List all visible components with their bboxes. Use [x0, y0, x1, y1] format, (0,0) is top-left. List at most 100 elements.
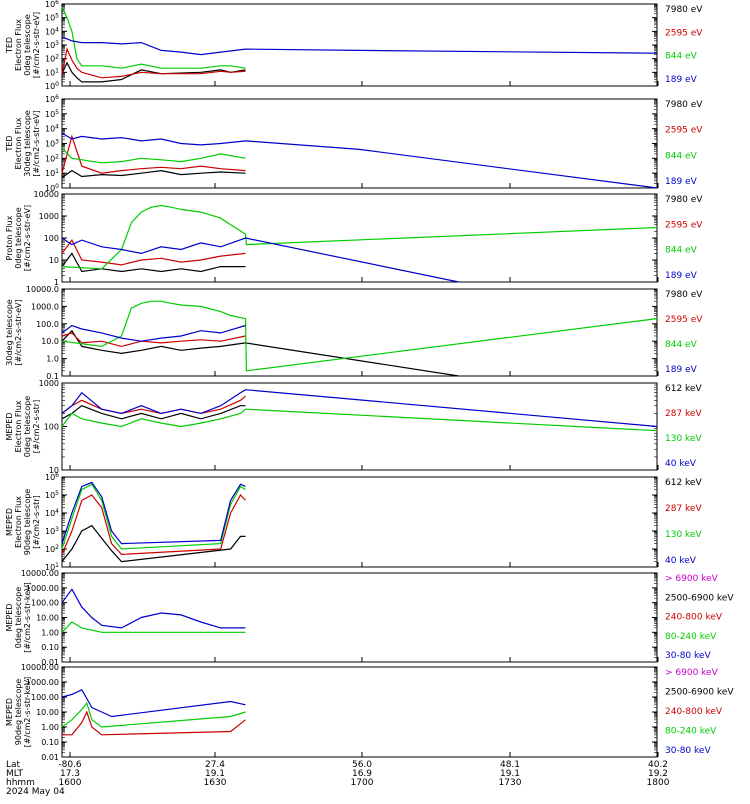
y-tick-label: 1.00: [41, 723, 59, 732]
legend-label: 2595 eV: [665, 315, 703, 325]
y-tick-label: 104: [45, 26, 59, 37]
legend-label: 844 eV: [665, 340, 698, 350]
y-tick-label: 10000.00: [21, 569, 59, 578]
series-line-green: [61, 300, 658, 372]
y-tick-label: 1000: [39, 212, 59, 221]
panel-1: 100 101 102 103 104 105 106 TEDElectron Flux0de…: [5, 0, 703, 91]
y-tick-label: 0.10: [41, 738, 59, 747]
series-line-red: [61, 395, 246, 415]
x-tick-label: 40.2: [648, 760, 668, 770]
legend-label: 30-80 keV: [665, 651, 711, 661]
y-tick-label: 100: [45, 183, 59, 194]
y-tick-label: 103: [45, 40, 59, 51]
date-label: 2024 May 04: [6, 787, 65, 797]
panel-8: 0.01 0.10 1.00 10.00 100.00 1000.00 10000.00 ME…: [5, 663, 734, 762]
panel-5: 10 100 1000 MEPEDElectron Flux0deg telescop…: [5, 379, 702, 475]
y-tick-label: 105: [45, 108, 59, 119]
legend-label: 2595 eV: [665, 126, 703, 136]
legend-label: 7980 eV: [665, 290, 703, 300]
series-line-black: [61, 524, 246, 563]
legend-label: 189 eV: [665, 177, 698, 187]
y-tick-label: 10000.00: [21, 663, 59, 672]
y-axis-label: 30deg telescope[#/cm2-s-str-eV]: [5, 299, 23, 366]
y-tick-label: 1000.00: [26, 584, 59, 593]
series-line-blue: [61, 324, 246, 342]
x-tick-label: 1630: [204, 778, 227, 788]
legend-label: 189 eV: [665, 271, 698, 281]
legend-label: 7980 eV: [665, 100, 703, 110]
panel-7: 0.01 0.10 1.00 10.00 100.00 1000.00 10000.00 ME…: [5, 569, 734, 667]
series-line-green: [61, 6, 246, 69]
series-line-blue: [61, 237, 459, 283]
y-tick-label: 102: [45, 53, 59, 64]
legend-label: > 6900 keV: [665, 668, 719, 678]
y-tick-label: 100: [44, 234, 59, 243]
y-tick-label: 106: [45, 94, 59, 105]
y-tick-label: 106: [45, 0, 59, 9]
x-tick-label: 16.9: [352, 769, 372, 779]
y-tick-label: 104: [45, 508, 59, 519]
y-tick-label: 1.00: [41, 628, 59, 637]
x-tick-label: 48.1: [500, 760, 520, 770]
legend-label: 844 eV: [665, 52, 698, 62]
series-line-green: [61, 147, 246, 164]
y-tick-label: 1000.0: [31, 302, 59, 311]
y-tick-label: 103: [45, 138, 59, 149]
series-line-green: [61, 483, 246, 550]
series-line-black: [61, 61, 246, 83]
y-tick-label: 101: [45, 67, 59, 78]
legend-label: 7980 eV: [665, 5, 703, 15]
series-line-blue: [61, 481, 246, 545]
legend-label: 130 keV: [665, 434, 702, 444]
y-tick-label: 10.00: [36, 708, 59, 717]
y-tick-label: 105: [45, 490, 59, 501]
series-line-red: [61, 134, 246, 174]
y-tick-label: 10000: [34, 190, 59, 199]
y-tick-label: 10: [49, 466, 59, 475]
x-tick-label: -80.6: [58, 760, 82, 770]
panel-frame: [61, 3, 658, 87]
series-line-red: [61, 238, 246, 266]
x-tick-label: 19.1: [205, 769, 225, 779]
series-line-black: [61, 169, 246, 179]
y-tick-label: 105: [45, 12, 59, 23]
legend-label: 240-800 keV: [665, 613, 723, 623]
y-axis-label: MEPEDElectron Flux90deg telescope[#/cm2-…: [5, 489, 41, 556]
x-tick-label: 1800: [647, 778, 670, 788]
series-line-red: [61, 47, 246, 79]
y-tick-label: 100.00: [31, 599, 59, 608]
panel-6: 101 102 103 104 105 106 MEPEDElectron Flux90de…: [5, 472, 702, 573]
y-axis-label: Proton Flux0deg telescope[#/cm2-s-str-eV…: [5, 205, 32, 271]
legend-label: 844 eV: [665, 246, 698, 256]
legend-label: 2595 eV: [665, 28, 703, 38]
legend-label: 80-240 keV: [665, 632, 717, 642]
y-tick-label: 102: [45, 153, 59, 164]
legend-label: 2500-6900 keV: [665, 593, 734, 603]
y-tick-label: 100: [44, 423, 59, 432]
series-line-blue: [61, 389, 658, 428]
series-line-red: [61, 493, 246, 556]
y-tick-label: 1.0: [46, 355, 59, 364]
y-tick-label: 1000.00: [26, 678, 59, 687]
x-row-label: MLT: [6, 769, 24, 779]
x-tick-label: 27.4: [205, 760, 225, 770]
y-axis-label: MEPEDElectron Flux0deg telescope[#/cm2-s…: [5, 396, 41, 457]
x-row-label: Lat: [6, 760, 21, 770]
y-tick-label: 100.00: [31, 693, 59, 702]
panel-frame: [61, 476, 658, 568]
series-line-blue: [61, 588, 246, 629]
y-tick-label: 106: [45, 472, 59, 483]
series-line-green: [61, 204, 658, 270]
y-tick-label: 10.00: [36, 614, 59, 623]
legend-label: 2500-6900 keV: [665, 688, 734, 698]
y-axis-label: MEPED0deg telescope[#/cm2-s-str-keV]: [5, 582, 32, 653]
legend-label: 130 keV: [665, 530, 702, 540]
legend-label: > 6900 keV: [665, 574, 719, 584]
y-tick-label: 0.01: [41, 753, 59, 762]
x-tick-label: 19.2: [648, 769, 668, 779]
x-tick-label: 1730: [499, 778, 522, 788]
series-line-black: [61, 252, 246, 273]
